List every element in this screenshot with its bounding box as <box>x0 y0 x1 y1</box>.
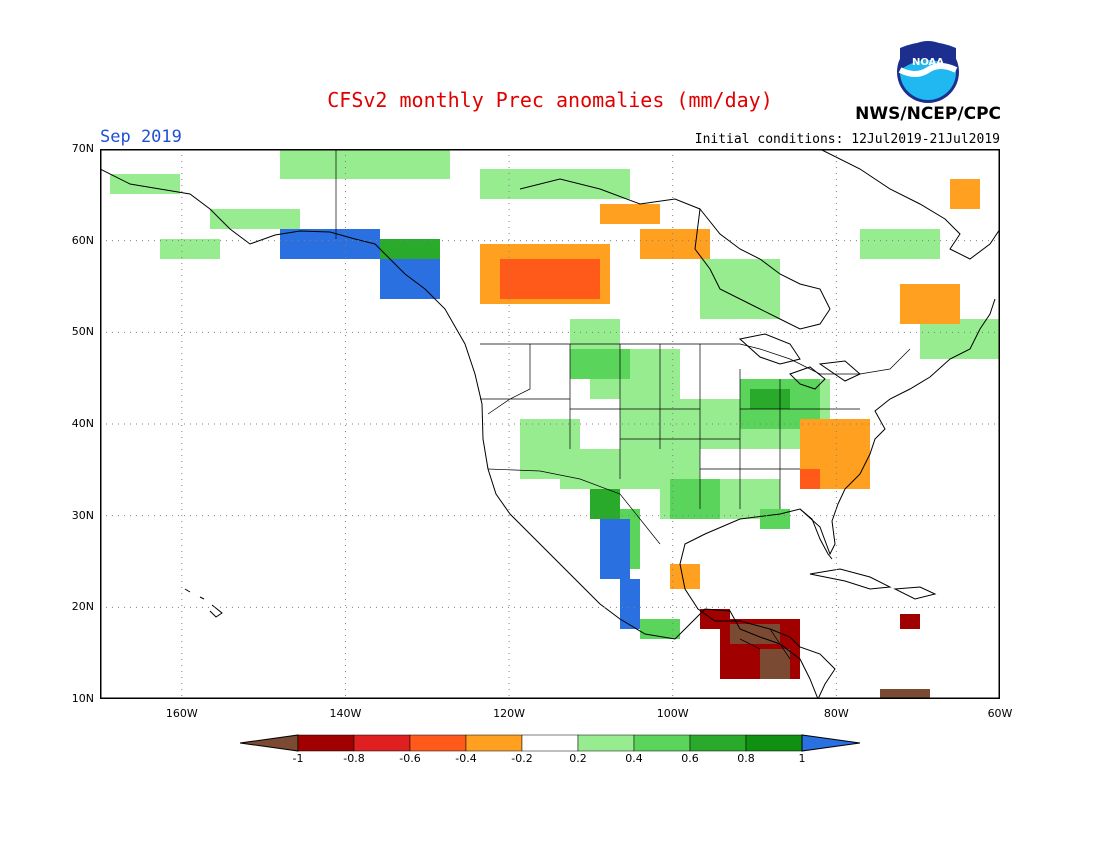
longitude-label: 120W <box>493 707 526 720</box>
latitude-label: 30N <box>71 508 94 522</box>
anomaly-cell-green <box>640 619 680 639</box>
legend-box <box>689 734 747 752</box>
anomaly-cell-light-green <box>480 169 630 199</box>
latitude-label: 20N <box>71 600 94 614</box>
coastlines <box>100 149 1000 699</box>
anomaly-cell-blue <box>380 259 440 299</box>
anomaly-cell-orange <box>950 179 980 209</box>
anomaly-cell-red <box>800 469 820 489</box>
longitude-label: 160W <box>165 707 198 720</box>
latitude-label: 50N <box>71 325 94 339</box>
legend-box <box>353 734 411 752</box>
political-borders <box>335 149 911 660</box>
legend-box <box>465 734 523 752</box>
map-frame <box>100 149 1000 699</box>
anomaly-cell-light-green <box>160 239 220 259</box>
legend-label: 0.4 <box>625 752 643 765</box>
anomaly-cell-brown <box>730 624 780 644</box>
longitude-label: 100W <box>656 707 689 720</box>
anomaly-cell-orange <box>900 284 960 324</box>
legend-label: 1 <box>798 752 806 765</box>
longitude-label: 60W <box>987 707 1013 720</box>
atlantic-gulf-coast <box>679 298 996 699</box>
anomaly-map <box>100 149 1000 699</box>
latitude-label: 10N <box>71 692 94 705</box>
arctic-coast <box>519 178 701 210</box>
latitude-label: 70N <box>71 142 94 155</box>
anomaly-cell-blue <box>600 519 630 579</box>
anomaly-cell-light-green <box>570 319 620 349</box>
graticule <box>100 149 1000 699</box>
anomaly-cell-brown <box>880 689 930 699</box>
anomaly-cell-dark-red <box>900 614 920 629</box>
hawaii <box>184 588 223 618</box>
anomaly-cell-dark-red <box>700 609 730 629</box>
us-canada-border <box>480 343 911 375</box>
legend-label: -0.8 <box>343 752 365 765</box>
legend-box <box>745 734 803 752</box>
legend-label: 0.8 <box>737 752 755 765</box>
hudson-bay <box>694 207 831 330</box>
anomaly-cell-orange <box>670 564 700 589</box>
initial-conditions-label: Initial conditions: 12Jul2019-21Jul2019 <box>694 132 1000 147</box>
legend-box <box>297 734 355 752</box>
cuba <box>809 568 892 590</box>
anomaly-cell-green <box>760 509 790 529</box>
legend-box <box>801 734 860 752</box>
us-mexico-border <box>487 468 661 545</box>
anomaly-cell-light-green <box>700 259 780 319</box>
greenland-baffin <box>819 149 1000 260</box>
anomaly-cell-light-green <box>860 229 940 259</box>
pacific-coast <box>100 168 819 699</box>
legend-label: -1 <box>292 752 304 765</box>
anomaly-cell-light-green <box>920 319 1000 359</box>
legend-label: 0.6 <box>681 752 699 765</box>
longitude-label: 80W <box>823 707 849 720</box>
legend-label: -0.6 <box>399 752 421 765</box>
legend-label: -0.2 <box>511 752 533 765</box>
hispaniola <box>893 586 937 600</box>
noaa-logo-icon: NOAA <box>897 41 959 103</box>
anomaly-cell-dark-green <box>590 489 620 519</box>
anomaly-cell-blue <box>620 579 640 629</box>
anomaly-cell-brown <box>760 649 790 679</box>
legend-box <box>521 734 579 752</box>
legend-box <box>409 734 467 752</box>
color-legend <box>240 734 860 752</box>
chart-title: CFSv2 monthly Prec anomalies (mm/day) <box>327 88 773 112</box>
anomaly-cell-dark-green <box>750 389 790 409</box>
legend-label: -0.4 <box>455 752 477 765</box>
anomaly-cell-light-green <box>520 419 580 479</box>
anomaly-cell-red <box>500 259 600 299</box>
anomaly-cell-light-green <box>280 149 450 179</box>
latitude-label: 60N <box>71 233 94 247</box>
anomaly-cell-green <box>570 349 630 379</box>
anomaly-cell-blue <box>280 229 380 259</box>
central-america-borders <box>739 628 791 660</box>
latitude-label: 40N <box>71 417 94 430</box>
organization-label: NWS/NCEP/CPC <box>855 104 1001 124</box>
legend-box <box>633 734 691 752</box>
state-borders <box>480 344 860 509</box>
anomaly-cell-green <box>670 479 720 519</box>
legend-label: 0.2 <box>569 752 587 765</box>
longitude-label: 140W <box>329 707 362 720</box>
logo-text: NOAA <box>912 57 944 68</box>
anomaly-cell-light-green <box>210 209 300 229</box>
forecast-month: Sep 2019 <box>100 127 182 147</box>
anomaly-cell-orange <box>600 204 660 224</box>
legend-box <box>577 734 635 752</box>
legend-box <box>240 734 299 752</box>
